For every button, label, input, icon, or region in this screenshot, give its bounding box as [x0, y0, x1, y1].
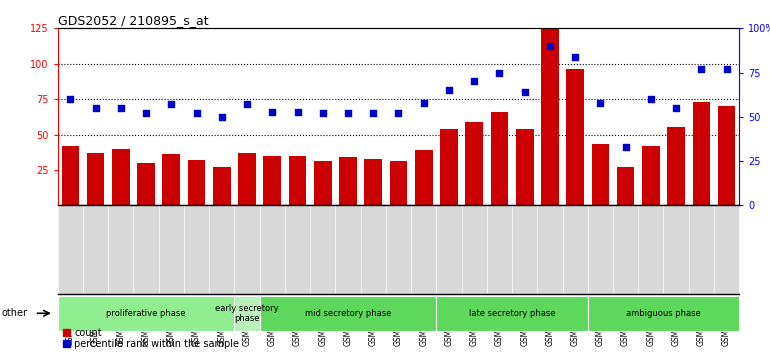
Bar — [58, 296, 234, 331]
Bar — [289, 156, 306, 205]
Bar — [541, 28, 559, 205]
Text: other: other — [2, 308, 28, 318]
Point — [115, 105, 127, 111]
Point — [342, 110, 354, 116]
Point — [216, 114, 228, 120]
Bar — [364, 159, 382, 205]
Text: ambiguous phase: ambiguous phase — [626, 309, 701, 318]
Bar — [314, 161, 332, 205]
Text: late secretory phase: late secretory phase — [469, 309, 555, 318]
Point — [443, 87, 455, 93]
Bar — [668, 127, 685, 205]
Text: GDS2052 / 210895_s_at: GDS2052 / 210895_s_at — [58, 14, 209, 27]
Point — [695, 66, 708, 72]
Bar — [440, 129, 458, 205]
Bar — [516, 129, 534, 205]
Point — [165, 102, 177, 107]
Point — [316, 110, 329, 116]
Bar — [566, 69, 584, 205]
Point — [241, 102, 253, 107]
Point — [544, 43, 556, 49]
Bar — [234, 296, 259, 331]
Bar — [188, 160, 206, 205]
Point — [518, 89, 531, 95]
Point — [594, 100, 607, 105]
Point — [417, 100, 430, 105]
Bar — [591, 144, 609, 205]
Bar — [490, 112, 508, 205]
Point — [190, 110, 203, 116]
Bar — [617, 167, 634, 205]
Bar — [642, 146, 660, 205]
Point — [367, 110, 380, 116]
Point — [619, 144, 631, 150]
Bar — [465, 122, 483, 205]
Point — [569, 54, 581, 59]
Point — [89, 105, 102, 111]
Bar — [692, 102, 710, 205]
Bar — [259, 296, 437, 331]
Bar — [87, 153, 105, 205]
Point — [644, 96, 657, 102]
Bar — [62, 146, 79, 205]
Point — [291, 109, 303, 114]
Bar — [390, 161, 407, 205]
Bar — [137, 163, 155, 205]
Bar — [437, 296, 588, 331]
Bar — [213, 167, 231, 205]
Text: mid secretory phase: mid secretory phase — [305, 309, 391, 318]
Bar — [162, 154, 180, 205]
Point — [266, 109, 279, 114]
Text: early secretory
phase: early secretory phase — [216, 304, 279, 323]
Bar — [339, 157, 357, 205]
Bar — [415, 150, 433, 205]
Text: proliferative phase: proliferative phase — [106, 309, 186, 318]
Bar — [718, 106, 735, 205]
Legend: count, percentile rank within the sample: count, percentile rank within the sample — [62, 328, 239, 349]
Point — [392, 110, 404, 116]
Point — [721, 66, 733, 72]
Bar — [263, 156, 281, 205]
Point — [670, 105, 682, 111]
Point — [494, 70, 506, 75]
Bar — [588, 296, 739, 331]
Point — [468, 79, 480, 84]
Point — [64, 96, 76, 102]
Bar — [238, 153, 256, 205]
Bar — [112, 149, 129, 205]
Point — [140, 110, 152, 116]
